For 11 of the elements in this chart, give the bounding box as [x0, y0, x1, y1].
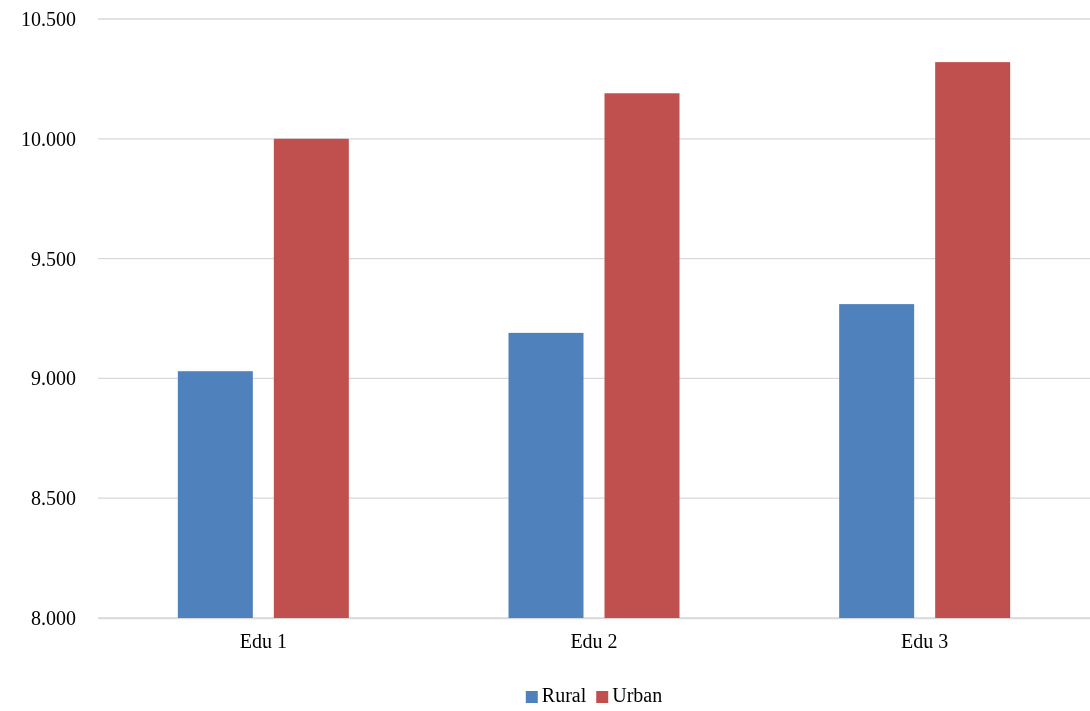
legend-label: Urban [612, 684, 663, 706]
x-tick-label: Edu 1 [239, 630, 287, 653]
y-tick-label: 9.500 [31, 247, 76, 270]
legend-label: Rural [541, 684, 587, 706]
y-tick-label: 8.000 [31, 606, 76, 629]
y-tick-label: 9.000 [31, 367, 76, 390]
x-tick-label: Edu 3 [901, 630, 949, 653]
y-tick-label: 10.000 [21, 127, 76, 150]
y-tick-label: 8.500 [31, 487, 76, 510]
y-tick-label: 10.500 [21, 7, 76, 30]
x-tick-label: Edu 2 [570, 630, 618, 653]
